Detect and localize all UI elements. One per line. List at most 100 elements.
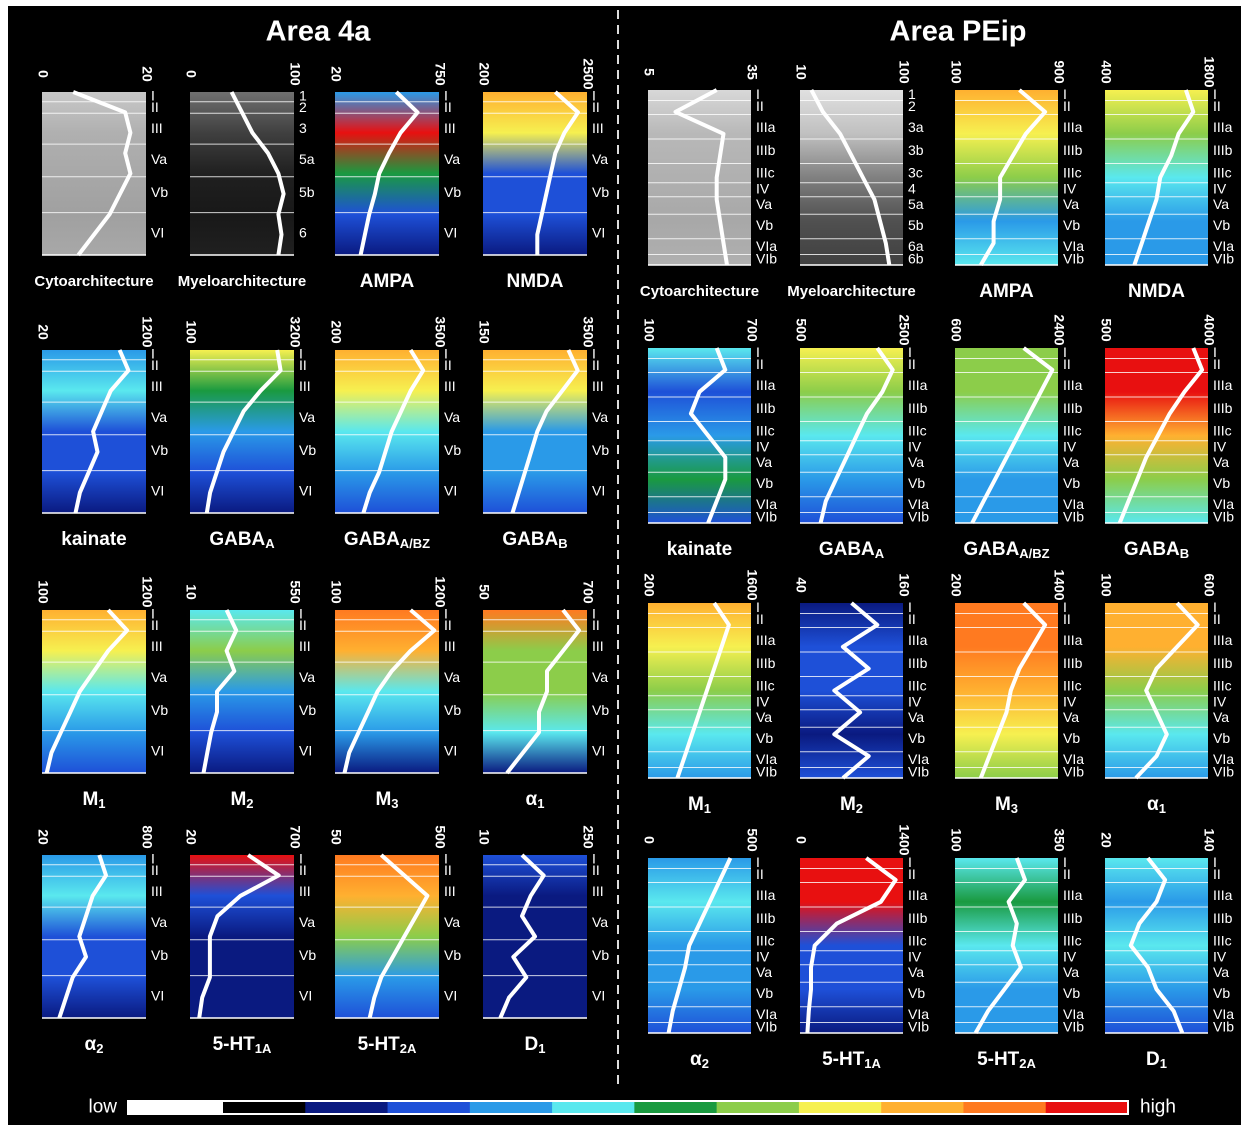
layer-label: Vb [444,702,461,718]
x-tick-label: 250 [580,825,596,849]
layer-label: Vb [756,217,773,233]
panel-name-sub: A [265,536,275,551]
panel-name-sub: 3 [391,796,398,811]
layer-label: IIIc [1063,165,1082,181]
layer-label: Va [151,409,167,425]
layer-label: Va [908,709,924,725]
area-title: Area PEip [890,16,1027,48]
layer-label: III [444,638,456,654]
layer-label: II [299,617,307,633]
layer-label: Vb [299,947,316,963]
x-tick-label: 800 [139,825,155,849]
layer-label: Vb [444,442,461,458]
panel-name-main: NMDA [1128,281,1185,302]
colorbar-segment [305,1101,388,1114]
layer-label: III [151,638,163,654]
panel-image [335,350,439,513]
layer-label: IIIc [1063,678,1082,694]
layer-label: IIIb [908,655,928,671]
x-tick-label: 600 [948,318,964,342]
panel-image [483,610,587,773]
layer-label: IIIb [756,400,776,416]
layer-label: VIb [1063,508,1084,524]
panel-name-sub: 2 [96,1041,103,1056]
layer-label: VIb [908,763,929,779]
x-tick-label: 100 [896,60,912,84]
layer-label: Va [444,914,460,930]
layer-label: IIIb [756,655,776,671]
layer-label: II [444,862,452,878]
layer-label: VIb [756,763,777,779]
layer-label: VI [444,743,457,759]
panel-name-main: 5-HT [213,1034,256,1055]
x-tick-label: 700 [744,318,760,342]
layer-label: III [444,378,456,394]
panel-name: Cytoarchitecture [34,273,153,290]
panel-name-sub: 2 [246,796,253,811]
layer-label: VIb [1063,1018,1084,1034]
layer-label: IIIc [756,678,775,694]
x-tick-label: 2400 [1051,314,1067,345]
panel-image [483,350,587,513]
layer-label: 3 [299,120,307,136]
layer-label: IIIb [756,142,776,158]
panel-name-main: M [82,789,98,810]
layer-label: II [444,357,452,373]
x-tick-label: 500 [793,318,809,342]
layer-label: IV [756,948,770,964]
panel-name-sub: 3 [1011,801,1018,816]
layer-label: III [592,378,604,394]
panel-name-main: α [690,1049,702,1070]
layer-label: Vb [151,442,168,458]
layer-label: Vb [592,184,609,200]
x-tick-label: 4000 [1201,314,1217,345]
layer-label: VIb [1213,1018,1234,1034]
panel-name-main: 5-HT [822,1049,865,1070]
layer-label: II [151,99,159,115]
layer-label: Vb [592,947,609,963]
panel-name-main: D [1146,1049,1160,1070]
layer-label: IIIa [756,377,776,393]
panel-image [42,610,146,773]
layer-label: Va [908,964,924,980]
layer-label: Va [299,409,315,425]
x-tick-label: 140 [1201,828,1217,852]
x-tick-label: 550 [287,580,303,604]
x-tick-label: 5 [641,68,657,76]
layer-label: III [299,883,311,899]
panel-name: Cytoarchitecture [640,283,759,300]
x-tick-label: 200 [948,573,964,597]
layer-label: II [299,862,307,878]
layer-label: IV [908,693,922,709]
layer-label: II [151,357,159,373]
panel-name: AMPA [360,271,415,292]
layer-label: Vb [151,184,168,200]
layer-label: Va [756,454,772,470]
layer-label: VIb [1213,250,1234,266]
layer-label: Vb [908,985,925,1001]
x-tick-label: 200 [476,62,492,86]
layer-label: 6 [299,225,307,241]
layer-label: 5b [299,184,315,200]
layer-label: II [151,862,159,878]
layer-label: IIIc [1063,933,1082,949]
layer-label: VI [592,988,605,1004]
x-tick-label: 50 [476,584,492,600]
x-tick-label: 500 [432,825,448,849]
panel-name-sub: 1 [98,796,105,811]
layer-label: Va [756,964,772,980]
colorbar-high: high [1140,1097,1176,1118]
layer-label: VI [151,743,164,759]
layer-label: II [1063,356,1071,372]
panel-name: Myeloarchitecture [787,283,915,300]
x-tick-label: 100 [948,60,964,84]
layer-label: Vb [151,947,168,963]
layer-label: II [756,866,764,882]
panel-name-main: α [85,1034,97,1055]
layer-label: IV [1063,948,1077,964]
layer-label: IIIc [756,423,775,439]
x-tick-label: 100 [1098,573,1114,597]
layer-label: IV [908,948,922,964]
layer-label: Va [1213,964,1229,980]
x-tick-label: 10 [793,64,809,80]
